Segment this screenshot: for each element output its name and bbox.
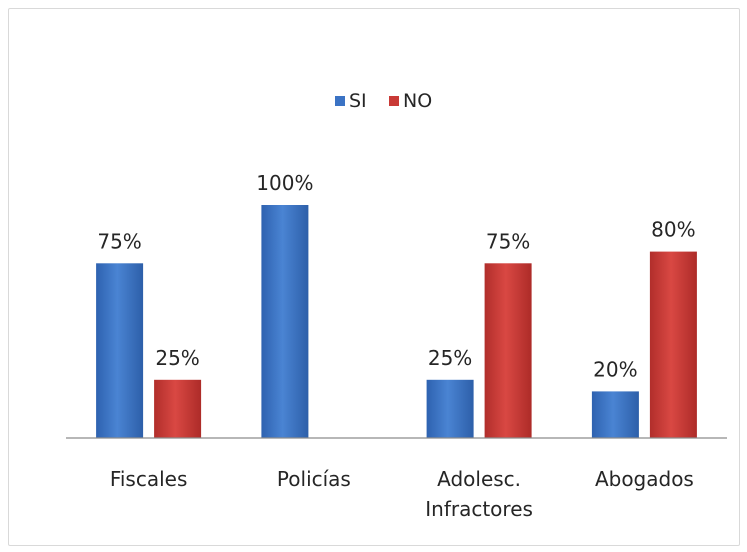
data-label-no-3: 80% (651, 218, 695, 242)
x-tick-label-0: Fiscales (110, 467, 188, 491)
legend-swatch-si (335, 96, 345, 106)
data-label-no-2: 75% (486, 229, 530, 253)
bar-si-2 (426, 379, 474, 439)
x-tick-label-2: Adolesc. Infractores (425, 467, 533, 521)
legend-label-si: SI (349, 90, 367, 112)
bar-si-3 (591, 391, 639, 438)
bar-si-1 (261, 205, 309, 438)
bar-no-2 (484, 263, 532, 439)
x-tick-label-1: Policías (277, 467, 351, 491)
data-label-si-3: 20% (593, 357, 637, 381)
x-tick-labels: Fiscales Policías Adolesc. Infractores Aboga… (110, 467, 694, 521)
data-label-si-2: 25% (428, 346, 472, 370)
data-label-no-0: 25% (155, 346, 199, 370)
x-tick-label-3: Abogados (595, 467, 694, 491)
bar-no-0 (154, 379, 202, 439)
legend-label-no: NO (403, 90, 432, 112)
data-labels: 75% 25% 100% 25% 75% 20% 80% (97, 171, 695, 381)
legend: SI NO (335, 90, 432, 112)
bar-no-3 (649, 251, 697, 438)
data-label-si-0: 75% (97, 229, 141, 253)
legend-swatch-no (389, 96, 399, 106)
bars (96, 205, 697, 439)
bar-si-0 (96, 263, 144, 439)
data-label-si-1: 100% (256, 171, 313, 195)
